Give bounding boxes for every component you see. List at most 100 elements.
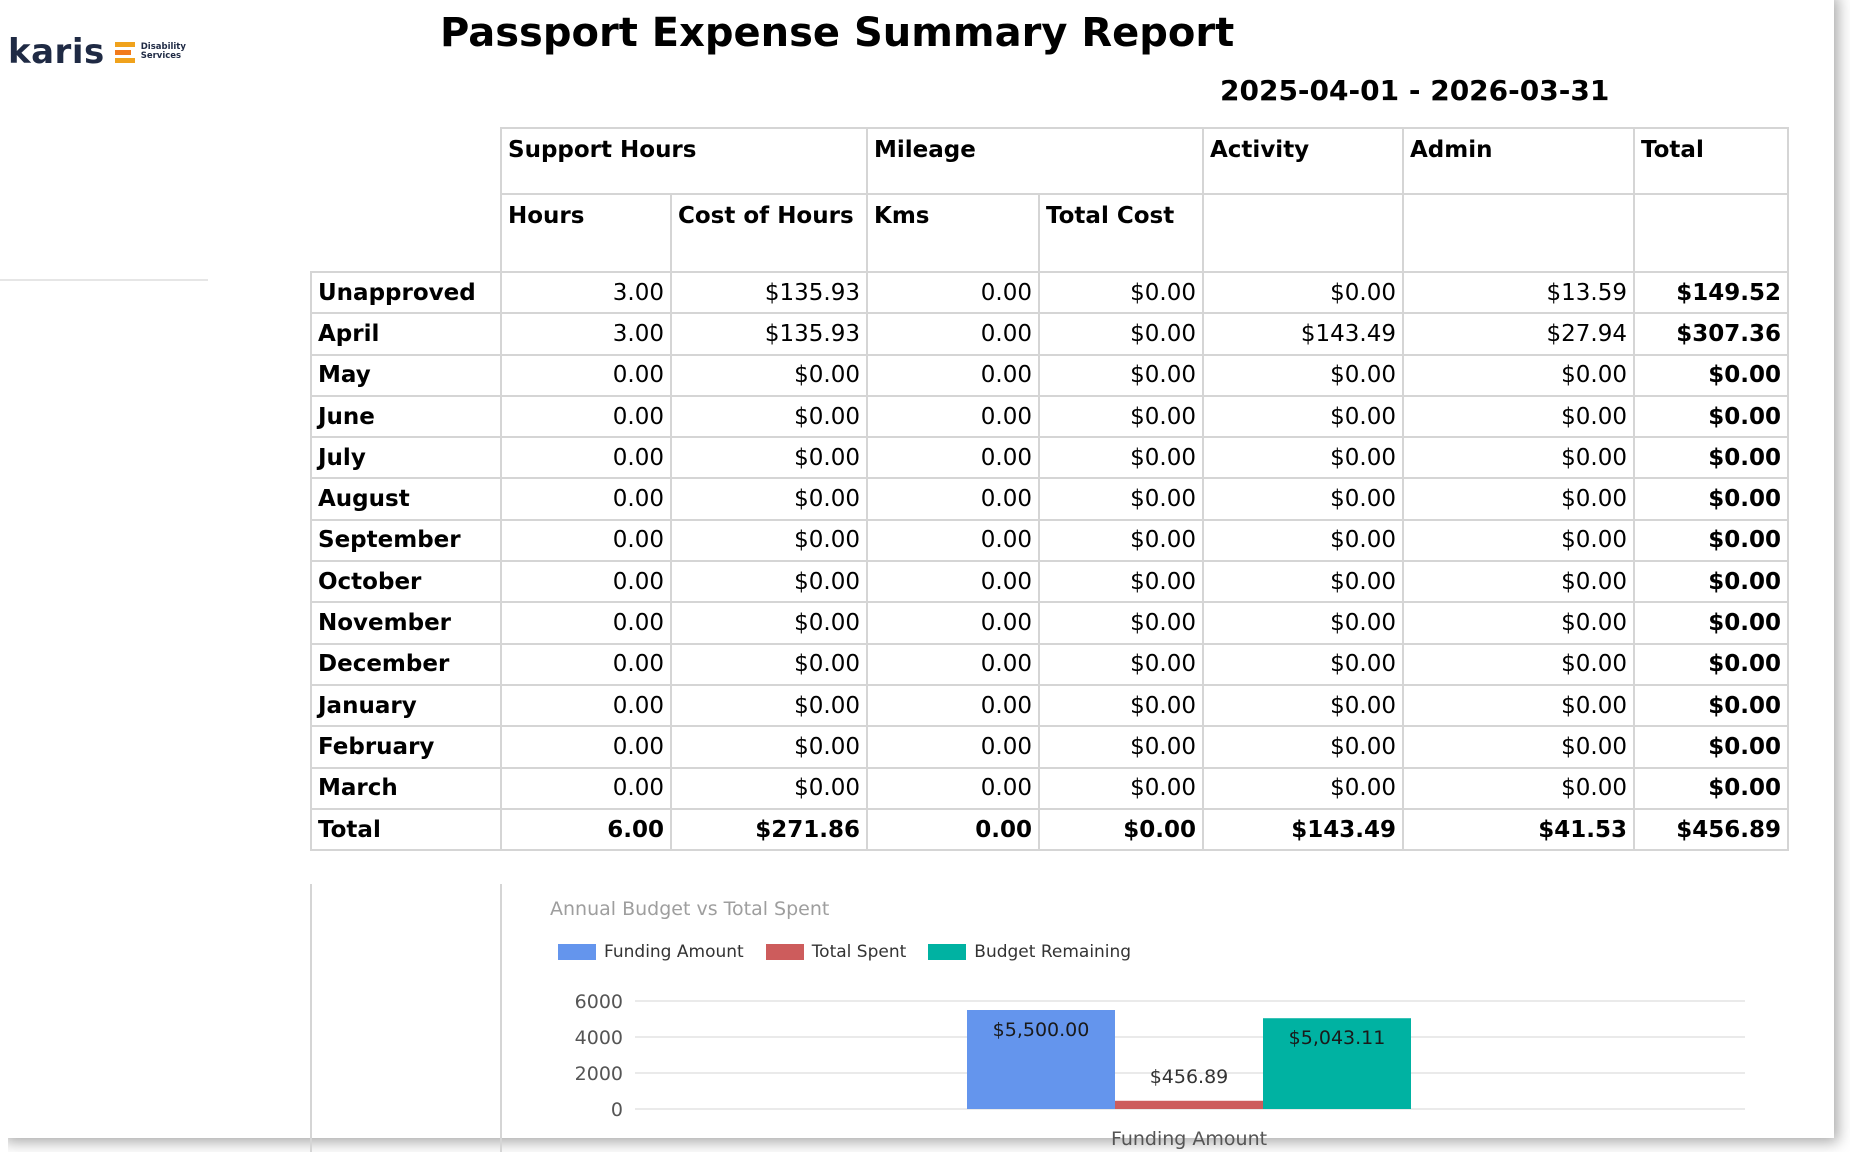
cell: $0.00 <box>1202 725 1404 769</box>
legend-item: Total Spent <box>765 942 907 962</box>
legend-label: Budget Remaining <box>974 942 1132 962</box>
chart-title: Annual Budget vs Total Spent <box>550 898 830 920</box>
cell: $149.52 <box>1633 270 1789 315</box>
cell: 0.00 <box>500 518 672 563</box>
row-label: April <box>310 312 502 356</box>
subheader-hours: Hours <box>500 193 672 273</box>
cell: 0.00 <box>866 518 1040 563</box>
table-row: November 0.00 $0.00 0.00 $0.00 $0.00 $0.00 $0.0… <box>310 601 1789 645</box>
bar-funding-amount <box>967 1010 1115 1109</box>
legend-swatch <box>558 944 596 960</box>
divider <box>0 279 208 281</box>
table-row: January 0.00 $0.00 0.00 $0.00 $0.00 $0.00 $0.00 <box>310 683 1789 728</box>
cell: 3.00 <box>500 312 672 356</box>
cell: 0.00 <box>500 436 672 480</box>
cell: $0.00 <box>1038 312 1204 356</box>
cell: 0.00 <box>500 642 672 686</box>
cell: $0.00 <box>1402 642 1635 686</box>
cell: $0.00 <box>670 518 868 563</box>
cell: $0.00 <box>1402 601 1635 645</box>
cell: $307.36 <box>1633 312 1789 356</box>
cell: $135.93 <box>670 312 868 356</box>
cell: 0.00 <box>866 560 1040 604</box>
cell: $27.94 <box>1402 312 1635 356</box>
bar-budget-remaining <box>1263 1018 1411 1109</box>
divider <box>500 884 502 1152</box>
y-tick-label: 6000 <box>575 991 623 1013</box>
cell: $0.00 <box>1633 353 1789 397</box>
table-header-row: Support Hours Mileage Activity Admin Tot… <box>311 127 1789 195</box>
row-label: Total <box>310 807 502 852</box>
cell: 0.00 <box>866 353 1040 397</box>
cell: $0.00 <box>1202 560 1404 604</box>
cell: 0.00 <box>500 725 672 769</box>
cell: $0.00 <box>1633 601 1789 645</box>
cell: $0.00 <box>1633 642 1789 686</box>
cell: $0.00 <box>670 353 868 397</box>
cell: 0.00 <box>866 766 1040 810</box>
header-mileage: Mileage <box>866 127 1204 195</box>
cell: 0.00 <box>866 394 1040 439</box>
header-total: Total <box>1633 127 1789 195</box>
bar-total-spent <box>1115 1100 1263 1109</box>
x-category-label: Funding Amount <box>1111 1128 1267 1150</box>
y-tick-label: 2000 <box>575 1063 623 1085</box>
cell: $0.00 <box>1038 725 1204 769</box>
y-tick-label: 0 <box>611 1099 623 1121</box>
cell: $0.00 <box>1202 766 1404 810</box>
cell: $13.59 <box>1402 270 1635 315</box>
cell: $0.00 <box>1038 601 1204 645</box>
table-row: March 0.00 $0.00 0.00 $0.00 $0.00 $0.00 $0.00 <box>310 766 1789 810</box>
cell: $0.00 <box>1633 518 1789 563</box>
cell: $41.53 <box>1402 807 1635 852</box>
subheader-total-cost: Total Cost <box>1038 193 1204 273</box>
row-label: November <box>310 601 502 645</box>
legend-label: Total Spent <box>811 942 907 962</box>
cell: $0.00 <box>1038 270 1204 315</box>
cell: 0.00 <box>500 560 672 604</box>
cell: $0.00 <box>670 683 868 728</box>
cell: $0.00 <box>670 642 868 686</box>
karis-logo: karis Disability Services <box>8 32 186 72</box>
cell: $135.93 <box>670 270 868 315</box>
cell: $0.00 <box>1038 766 1204 810</box>
page-edge <box>0 0 8 1152</box>
table-row: July 0.00 $0.00 0.00 $0.00 $0.00 $0.00 $0.00 <box>310 436 1789 480</box>
table-row: Unapproved 3.00 $135.93 0.00 $0.00 $0.00 $13.5… <box>310 270 1789 315</box>
subheader-kms: Kms <box>866 193 1040 273</box>
table-row: October 0.00 $0.00 0.00 $0.00 $0.00 $0.00 $0.00 <box>310 560 1789 604</box>
cell: $0.00 <box>1402 518 1635 563</box>
cell: $0.00 <box>1202 477 1404 521</box>
cell: $0.00 <box>1402 560 1635 604</box>
row-label: March <box>310 766 502 810</box>
report-title: Passport Expense Summary Report <box>440 10 1235 56</box>
legend-item: Funding Amount <box>558 942 744 962</box>
logo-subtitle-line2: Services <box>140 51 182 61</box>
cell: $0.00 <box>1038 353 1204 397</box>
cell: $0.00 <box>1038 560 1204 604</box>
logo-subtitle-line1: Disability <box>140 42 186 52</box>
cell: $0.00 <box>1633 683 1789 728</box>
row-label: February <box>310 725 502 769</box>
cell: $271.86 <box>670 807 868 852</box>
cell: 0.00 <box>866 642 1040 686</box>
divider <box>310 884 312 1152</box>
cell: 0.00 <box>866 312 1040 356</box>
cell: $0.00 <box>670 560 868 604</box>
data-label: $5,043.11 <box>1289 1027 1386 1049</box>
chart-plot: 0 2000 4000 6000 $5,500.00 $456.89 $5,043.11 Fu… <box>575 991 1745 1150</box>
cell: $0.00 <box>670 436 868 480</box>
table-total-row: Total 6.00 $271.86 0.00 $0.00 $143.49 $4… <box>310 807 1789 852</box>
cell: $0.00 <box>1202 683 1404 728</box>
cell: $0.00 <box>1202 270 1404 315</box>
data-label: $456.89 <box>1150 1066 1229 1088</box>
cell: $0.00 <box>1633 394 1789 439</box>
table-row: May 0.00 $0.00 0.00 $0.00 $0.00 $0.00 $0.00 <box>310 353 1789 397</box>
chart-legend: Funding Amount Total Spent Budget Remain… <box>558 942 1131 962</box>
y-tick-label: 4000 <box>575 1027 623 1049</box>
date-range: 2025-04-01 - 2026-03-31 <box>1220 74 1610 107</box>
row-label: December <box>310 642 502 686</box>
cell: 0.00 <box>866 477 1040 521</box>
cell: $0.00 <box>1402 477 1635 521</box>
table-row: August 0.00 $0.00 0.00 $0.00 $0.00 $0.00 $0.00 <box>310 477 1789 521</box>
